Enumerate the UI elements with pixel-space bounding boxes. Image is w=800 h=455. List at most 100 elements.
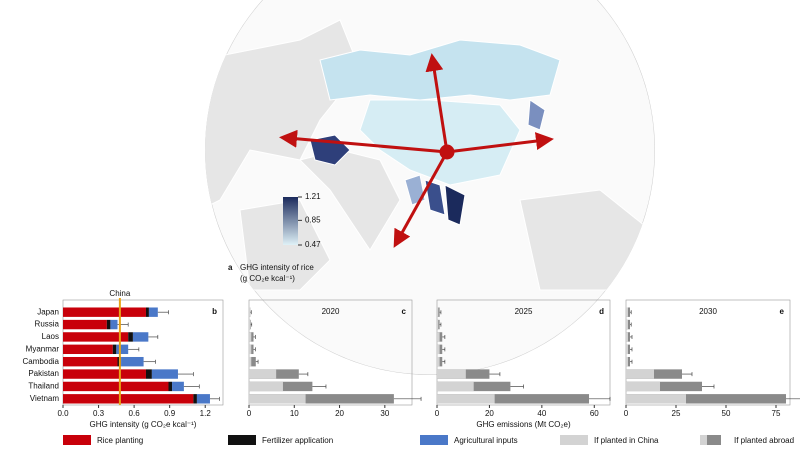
bar [626, 369, 654, 379]
x-tick-label: 0.9 [164, 409, 176, 418]
trade-arrows [279, 53, 554, 248]
x-tick-label: 1.2 [200, 409, 212, 418]
bar-segment [63, 307, 146, 317]
bar [626, 319, 628, 330]
y-tick-label: Japan [37, 307, 59, 316]
map-subtitle: (g CO₂e kcal⁻¹) [240, 274, 295, 283]
bar [249, 394, 394, 404]
x-tick-label: 60 [590, 409, 599, 418]
colorbar-label: 0.85 [305, 215, 321, 224]
bar-segment [151, 369, 178, 379]
bar-segment [63, 369, 146, 379]
bar [437, 369, 466, 379]
legend-label: If planted abroad [734, 436, 794, 445]
bar-segment [193, 394, 197, 404]
x-axis-title: GHG emissions (Mt CO₂e) [476, 420, 571, 429]
map-title: GHG intensity of rice [240, 263, 314, 272]
globe [205, 0, 655, 375]
x-tick-label: 10 [290, 409, 299, 418]
panel-letter: e [780, 307, 785, 316]
bar [626, 344, 628, 355]
bar [249, 307, 251, 317]
panel-letter: c [402, 307, 407, 316]
y-tick-label: Russia [35, 320, 60, 329]
y-tick-label: Pakistan [28, 369, 59, 378]
x-tick-label: 0 [435, 409, 440, 418]
bar [437, 356, 440, 367]
bar-segment [128, 332, 133, 342]
bar [626, 381, 660, 392]
bar [437, 307, 439, 317]
x-tick-label: 20 [335, 409, 344, 418]
bar-segment [63, 381, 169, 392]
x-tick-label: 0 [624, 409, 629, 418]
legend-swatch [560, 435, 588, 445]
bar [249, 344, 252, 355]
bar [249, 356, 256, 367]
bar-segment [63, 344, 113, 355]
x-tick-label: 75 [772, 409, 781, 418]
bar [249, 356, 252, 367]
colorbar-label: 1.21 [305, 192, 321, 201]
bar-segment [121, 356, 144, 367]
bar-segment [63, 332, 129, 342]
legend-label: Agricultural inputs [454, 436, 518, 445]
bar [249, 319, 251, 330]
x-axis-title: GHG intensity (g CO₂e kcal⁻¹) [90, 420, 197, 429]
colorbar [283, 197, 298, 245]
x-tick-label: 0.3 [93, 409, 105, 418]
bar [437, 381, 474, 392]
bar [437, 394, 495, 404]
legend-label: Fertilizer application [262, 436, 333, 445]
bar-segment [145, 307, 149, 317]
panel-title: 2020 [322, 307, 340, 316]
bar-segment [63, 356, 118, 367]
legend-swatch [707, 435, 721, 445]
legend-label: Rice planting [97, 436, 143, 445]
y-tick-label: Laos [42, 332, 59, 341]
panel-title: 2025 [515, 307, 533, 316]
bar [437, 394, 590, 404]
bar [437, 319, 439, 330]
bar-segment [63, 319, 107, 330]
bar [249, 332, 252, 342]
x-tick-label: 30 [380, 409, 389, 418]
bar [626, 356, 628, 367]
bar [626, 394, 786, 404]
bar-segment [148, 307, 158, 317]
colorbar-label: 0.47 [305, 240, 321, 249]
bar [249, 369, 277, 379]
panel-letter: d [599, 307, 604, 316]
x-tick-label: 0.0 [57, 409, 69, 418]
bar-segment [116, 344, 129, 355]
bar [437, 332, 440, 342]
panel-letter: a [228, 263, 233, 272]
bar [626, 394, 686, 404]
panel-title: 2030 [699, 307, 717, 316]
bar-segment [172, 381, 184, 392]
x-tick-label: 0.6 [129, 409, 141, 418]
y-tick-label: Thailand [28, 382, 59, 391]
legend-swatch [63, 435, 91, 445]
reference-label: China [109, 289, 130, 298]
x-tick-label: 25 [672, 409, 681, 418]
x-tick-label: 40 [537, 409, 546, 418]
bar [626, 332, 628, 342]
bar-segment [132, 332, 149, 342]
y-tick-label: Vietnam [30, 394, 60, 403]
legend-swatch [420, 435, 448, 445]
x-tick-label: 0 [247, 409, 252, 418]
bar-segment [168, 381, 173, 392]
bar [249, 381, 283, 392]
bar-segment [106, 319, 111, 330]
legend-label: If planted in China [594, 436, 659, 445]
bar [626, 381, 702, 392]
x-tick-label: 20 [485, 409, 494, 418]
y-tick-label: Myanmar [26, 344, 60, 353]
legend-swatch [228, 435, 256, 445]
bar [249, 394, 306, 404]
panel-letter: b [212, 307, 217, 316]
x-tick-label: 50 [722, 409, 731, 418]
bar-segment [110, 319, 118, 330]
